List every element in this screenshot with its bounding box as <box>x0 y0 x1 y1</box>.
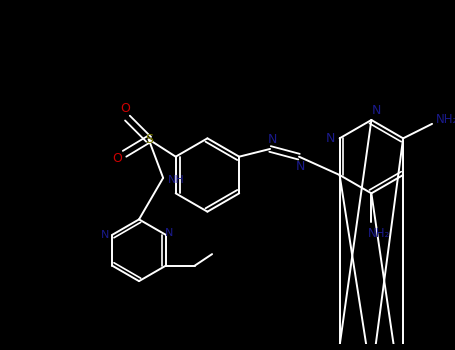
Text: NH₂: NH₂ <box>435 113 455 126</box>
Text: N: N <box>296 160 306 173</box>
Text: NH₂: NH₂ <box>368 228 390 240</box>
Text: NH: NH <box>168 175 185 185</box>
Text: N: N <box>371 104 381 117</box>
Text: N: N <box>101 230 109 240</box>
Text: N: N <box>267 133 277 146</box>
Text: O: O <box>112 152 122 165</box>
Text: N: N <box>325 132 335 145</box>
Text: O: O <box>121 102 131 115</box>
Text: S: S <box>145 133 153 146</box>
Text: N: N <box>164 228 173 238</box>
